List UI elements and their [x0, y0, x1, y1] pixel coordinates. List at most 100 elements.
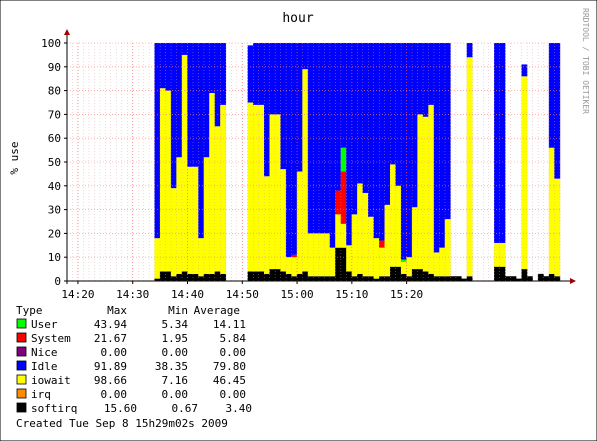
area-segment-idle [422, 43, 429, 117]
area-segment-system [291, 254, 298, 258]
area-segment-idle [554, 43, 561, 179]
y-tick-label: 30 [48, 204, 61, 217]
x-tick-label: 14:30 [116, 288, 149, 301]
area-segment-idle [187, 43, 194, 167]
stacked-series [154, 43, 561, 281]
legend-min: 0.00 [162, 388, 189, 401]
area-segment-idle [351, 43, 358, 215]
legend-max: 91.89 [94, 360, 127, 373]
legend-average: 46.45 [213, 374, 246, 387]
area-segment-iowait [313, 233, 320, 277]
area-segment-softirq [159, 271, 166, 281]
area-segment-softirq [302, 271, 309, 281]
legend-rows: User 43.94 5.34 14.11 System 21.67 1.95 5.84 Nic… [16, 318, 252, 415]
area-segment-idle [154, 43, 161, 239]
area-segment-iowait [181, 54, 188, 272]
legend-swatch-system [16, 332, 27, 343]
x-tick-label: 15:10 [335, 288, 368, 301]
grid-overlay [66, 42, 561, 281]
area-segment-idle [357, 43, 363, 184]
area-segment-idle [340, 43, 347, 148]
area-segment-softirq [455, 276, 462, 281]
area-segment-idle [274, 43, 281, 115]
area-segment-softirq [220, 273, 227, 281]
area-segment-softirq [515, 278, 522, 281]
area-segment-iowait [439, 247, 446, 277]
area-segment-idle [285, 43, 292, 258]
x-tick-label: 14:40 [171, 288, 204, 301]
area-segment-softirq [335, 247, 342, 281]
y-tick-label: 70 [48, 108, 61, 121]
area-segment-softirq [198, 276, 205, 281]
area-segment-iowait [291, 257, 298, 277]
area-segment-softirq [170, 276, 177, 281]
created-timestamp: Created Tue Sep 8 15h29m02s 2009 [16, 417, 228, 430]
area-segment-iowait [494, 242, 500, 267]
area-segment-softirq [264, 273, 270, 281]
area-segment-idle [444, 43, 451, 220]
area-segment-iowait [318, 233, 325, 277]
area-segment-idle [264, 43, 270, 177]
area-segment-idle [411, 43, 418, 208]
area-segment-softirq [203, 273, 210, 281]
area-segment-softirq [395, 266, 402, 281]
area-segment-idle [302, 43, 309, 70]
area-segment-idle [318, 43, 325, 234]
legend: Type Max Min Average User 43.94 5.34 14.11 S… [16, 304, 252, 415]
area-segment-iowait [395, 185, 402, 267]
area-segment-idle [428, 43, 435, 105]
area-segment-idle [379, 43, 385, 241]
area-segment-idle [346, 43, 353, 246]
area-segment-system [379, 240, 385, 248]
area-segment-idle [296, 43, 303, 172]
legend-swatch-idle [16, 360, 27, 371]
area-segment-idle [329, 43, 336, 248]
legend-max: 0.00 [101, 388, 128, 401]
area-segment-idle [214, 43, 221, 127]
area-segment-softirq [417, 269, 424, 281]
area-segment-idle [362, 43, 369, 193]
area-segment-softirq [450, 276, 457, 281]
area-segment-iowait [406, 257, 413, 277]
area-segment-softirq [280, 271, 287, 281]
area-segment-softirq [537, 273, 544, 281]
area-segment-iowait [214, 126, 221, 272]
legend-average: 14.11 [213, 318, 246, 331]
area-segment-softirq [373, 278, 380, 281]
area-segment-softirq [368, 276, 374, 281]
area-segment-idle [406, 43, 413, 258]
area-segment-iowait [422, 116, 429, 272]
area-segment-idle [181, 43, 188, 55]
x-tick-labels: 14:20 14:30 14:40 14:50 15:00 15:10 15:20 [61, 281, 423, 301]
area-segment-softirq [192, 273, 199, 281]
area-segment-softirq [510, 276, 517, 281]
area-segment-softirq [340, 247, 347, 281]
area-segment-softirq [400, 273, 407, 281]
area-segment-iowait [554, 178, 561, 277]
area-segment-user [340, 147, 347, 172]
legend-swatch-softirq [16, 402, 27, 413]
area-segment-softirq [406, 276, 413, 281]
legend-name: System [31, 332, 71, 345]
area-segment-softirq [291, 276, 298, 281]
area-segment-iowait [324, 233, 331, 277]
area-segment-idle [170, 43, 177, 189]
area-segment-iowait [400, 261, 407, 274]
area-segment-softirq [318, 276, 325, 281]
axes [64, 29, 576, 284]
area-segment-idle [324, 43, 331, 234]
area-segment-iowait [220, 104, 227, 274]
area-segment-softirq [253, 271, 259, 281]
area-segment-softirq [269, 269, 276, 281]
area-segment-softirq [466, 276, 473, 281]
legend-average: 0.00 [220, 388, 247, 401]
area-segment-softirq [422, 271, 429, 281]
area-segment-idle [433, 43, 440, 253]
area-segment-user [400, 259, 407, 262]
legend-min: 1.95 [162, 332, 189, 345]
area-segment-iowait [433, 252, 440, 277]
legend-swatch-nice [16, 346, 27, 357]
area-segment-iowait [389, 164, 396, 267]
area-segment-softirq [428, 273, 435, 281]
